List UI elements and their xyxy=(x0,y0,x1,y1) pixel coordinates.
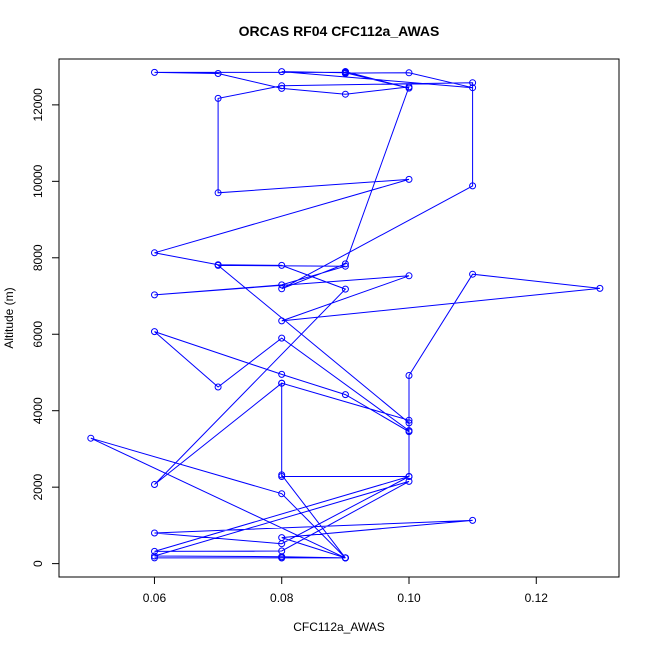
data-point xyxy=(405,419,413,427)
data-series xyxy=(87,68,604,562)
data-point xyxy=(405,477,413,485)
data-point xyxy=(278,379,286,387)
y-tick-label: 2000 xyxy=(31,473,45,500)
data-point xyxy=(278,68,286,76)
data-point xyxy=(278,317,286,325)
y-tick-label: 6000 xyxy=(31,321,45,348)
data-point xyxy=(151,249,158,257)
x-tick-label: 0.12 xyxy=(525,591,549,605)
data-point xyxy=(341,554,349,562)
x-tick-label: 0.10 xyxy=(397,591,421,605)
data-point xyxy=(87,434,95,442)
x-tick-label: 0.08 xyxy=(270,591,294,605)
data-point xyxy=(278,370,286,378)
data-point xyxy=(151,68,158,76)
data-point xyxy=(341,262,349,270)
data-point xyxy=(405,372,413,379)
data-point xyxy=(405,175,413,183)
data-point xyxy=(469,182,477,190)
data-point xyxy=(278,261,286,269)
data-point xyxy=(405,272,413,280)
data-point xyxy=(214,189,222,197)
data-point xyxy=(278,285,286,293)
x-axis: 0.06 0.08 0.10 0.12 xyxy=(143,576,549,605)
data-point xyxy=(214,383,222,391)
y-tick-label: 0 xyxy=(31,560,45,567)
y-axis-label: Altitude (m) xyxy=(2,287,16,348)
data-point xyxy=(469,516,477,524)
data-point xyxy=(469,84,477,92)
series-line xyxy=(90,71,600,559)
data-point xyxy=(214,94,222,102)
x-tick-label: 0.06 xyxy=(143,591,167,605)
data-point xyxy=(469,270,477,278)
data-point xyxy=(278,534,286,542)
data-point xyxy=(341,90,349,98)
y-tick-label: 4000 xyxy=(31,397,45,424)
data-point xyxy=(151,328,158,336)
data-point xyxy=(214,261,222,269)
data-point xyxy=(278,334,286,342)
data-point xyxy=(405,473,413,480)
chart-title: ORCAS RF04 CFC112a_AWAS xyxy=(239,23,440,39)
y-tick-label: 10000 xyxy=(31,164,45,198)
y-tick-label: 12000 xyxy=(31,88,45,122)
data-point xyxy=(405,416,413,424)
y-axis: 0 2000 4000 6000 8000 10000 12000 xyxy=(31,88,60,567)
data-point xyxy=(278,490,286,498)
plot-frame xyxy=(58,58,620,578)
data-point xyxy=(405,69,413,77)
data-point xyxy=(341,391,349,399)
data-point xyxy=(278,473,286,480)
data-point xyxy=(151,552,158,560)
data-point xyxy=(341,68,349,76)
data-point xyxy=(596,284,604,292)
data-point xyxy=(278,84,286,92)
data-point xyxy=(151,291,158,299)
data-point xyxy=(151,481,158,488)
y-tick-label: 8000 xyxy=(31,244,45,271)
data-point xyxy=(278,82,286,90)
data-point xyxy=(341,260,349,268)
data-point xyxy=(405,427,413,435)
x-axis-label: CFC112a_AWAS xyxy=(293,620,385,634)
data-point xyxy=(341,285,349,293)
data-point xyxy=(278,281,286,289)
data-point xyxy=(469,79,477,87)
data-point xyxy=(278,547,286,555)
data-point xyxy=(214,70,222,77)
data-point xyxy=(151,529,158,537)
data-point xyxy=(151,547,158,555)
data-point xyxy=(405,84,413,92)
